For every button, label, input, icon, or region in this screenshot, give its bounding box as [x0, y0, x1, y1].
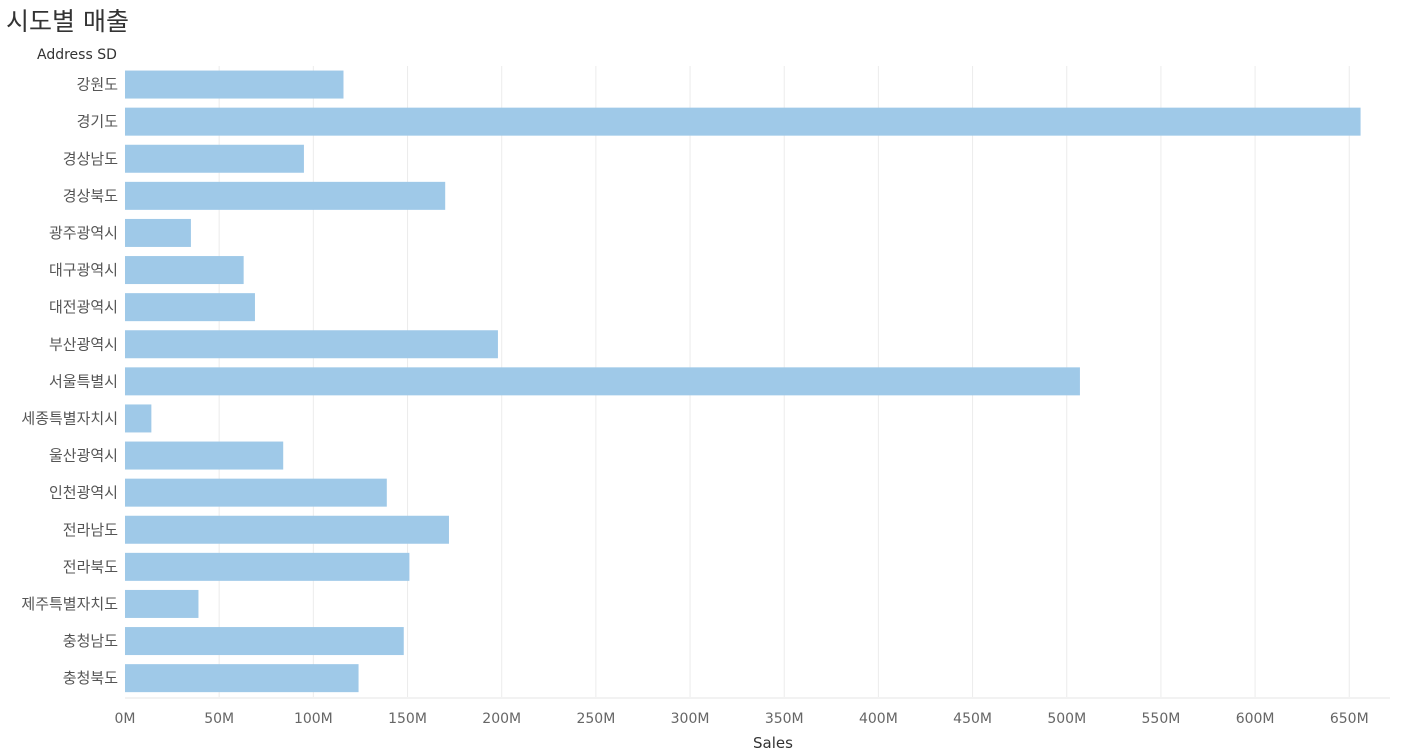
x-tick-label: 350M	[765, 711, 804, 727]
bar	[125, 107, 1361, 136]
x-tick-label: 250M	[576, 711, 615, 727]
bar	[125, 144, 304, 173]
x-tick-label: 400M	[859, 711, 898, 727]
category-label: 경기도	[77, 113, 119, 131]
bar	[125, 552, 410, 581]
category-label: 전라남도	[63, 521, 118, 539]
category-label: 강원도	[77, 76, 119, 94]
bar	[125, 664, 359, 693]
bar	[125, 330, 498, 359]
bar	[125, 181, 446, 210]
bar	[125, 218, 191, 247]
bar	[125, 367, 1080, 396]
category-label: 인천광역시	[49, 484, 118, 502]
x-tick-label: 450M	[953, 711, 992, 727]
x-axis-title: Sales	[753, 734, 793, 752]
x-tick-label: 550M	[1142, 711, 1181, 727]
category-label: 대구광역시	[49, 261, 118, 279]
x-tick-label: 50M	[204, 711, 234, 727]
category-label: 세종특별자치시	[21, 409, 118, 427]
category-label: 광주광역시	[49, 224, 118, 242]
x-tick-label: 150M	[388, 711, 427, 727]
bar	[125, 70, 344, 99]
chart-title: 시도별 매출	[6, 7, 129, 36]
x-tick-label: 200M	[482, 711, 521, 727]
bar	[125, 589, 199, 618]
bar	[125, 627, 404, 656]
category-label: 부산광역시	[49, 335, 118, 353]
x-tick-label: 500M	[1047, 711, 1086, 727]
category-label: 전라북도	[63, 558, 118, 576]
category-label: 울산광역시	[49, 447, 118, 465]
row-header: Address SD	[37, 47, 117, 63]
category-label: 충청남도	[63, 632, 118, 650]
category-label: 경상북도	[63, 187, 118, 205]
x-tick-label: 650M	[1330, 711, 1369, 727]
bar	[125, 256, 244, 285]
x-tick-label: 600M	[1236, 711, 1275, 727]
category-label: 제주특별자치도	[21, 595, 118, 613]
bar	[125, 515, 449, 544]
bar	[125, 404, 152, 433]
category-label: 서울특별시	[49, 372, 118, 390]
category-label: 경상남도	[63, 150, 118, 168]
category-label: 대전광역시	[49, 298, 118, 316]
x-tick-label: 100M	[294, 711, 333, 727]
x-tick-label: 300M	[671, 711, 710, 727]
x-tick-label: 0M	[115, 711, 136, 727]
bar	[125, 478, 387, 507]
category-label: 충청북도	[63, 669, 118, 687]
bar	[125, 293, 255, 322]
bar	[125, 441, 284, 470]
